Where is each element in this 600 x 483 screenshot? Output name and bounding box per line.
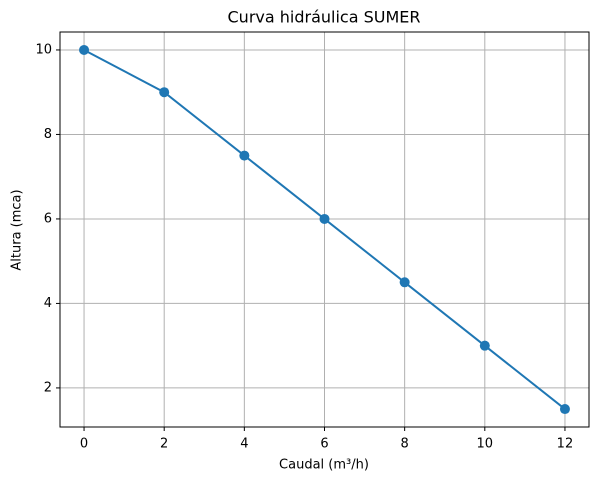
x-tick-label: 10 [477, 437, 494, 452]
y-tick-label: 6 [44, 211, 52, 226]
chart-title: Curva hidráulica SUMER [228, 8, 421, 27]
x-tick-label: 2 [160, 437, 168, 452]
x-tick-label: 0 [80, 437, 88, 452]
y-tick-label: 8 [44, 127, 52, 142]
data-point [399, 277, 410, 288]
data-point [319, 213, 330, 224]
ticks: 0 2 4 6 8 10 12 2 4 6 8 10 [35, 42, 573, 451]
data-point [479, 340, 490, 351]
y-tick-label: 10 [35, 42, 52, 57]
y-tick-label: 4 [44, 296, 52, 311]
y-tick-label: 2 [44, 380, 52, 395]
x-tick-label: 4 [240, 437, 248, 452]
x-tick-label: 6 [320, 437, 328, 452]
y-axis-label: Altura (mca) [10, 189, 25, 270]
data-point [79, 44, 90, 55]
x-tick-label: 8 [401, 437, 409, 452]
grid [60, 32, 589, 427]
data-point [159, 87, 170, 98]
data-point [559, 404, 570, 415]
plot-area [79, 44, 570, 415]
x-axis-label: Caudal (m³/h) [279, 458, 369, 473]
data-point [239, 150, 250, 161]
x-tick-label: 12 [557, 437, 574, 452]
